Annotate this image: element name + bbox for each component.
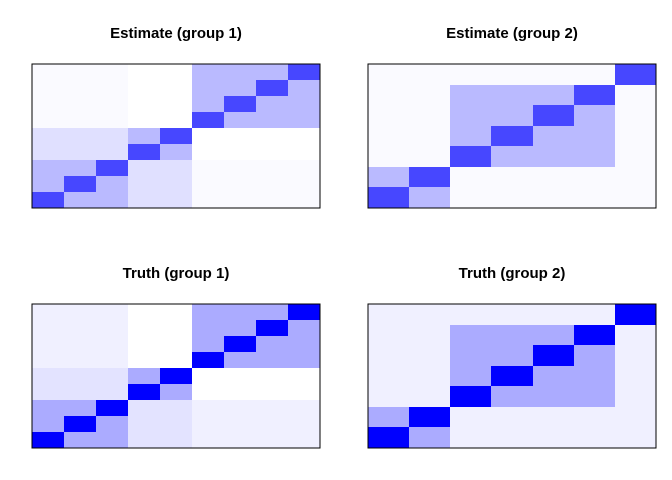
- panel-estimate-group-1: Estimate (group 1): [31, 25, 321, 209]
- plot-frame: [31, 303, 321, 449]
- heatmap-block: [128, 400, 192, 448]
- heatmap-block: [32, 64, 128, 128]
- heatmap-block: [32, 368, 128, 400]
- heatmap-diagonal-cell: [574, 85, 615, 105]
- panel-title-estimate-group-2: Estimate (group 2): [446, 25, 578, 42]
- heatmap-diagonal-cell: [491, 126, 533, 146]
- heatmap-block: [32, 304, 128, 368]
- heatmap-diagonal-cell: [491, 366, 533, 386]
- heatmap-diagonal-cell: [533, 345, 574, 366]
- heatmap-block: [192, 400, 320, 448]
- heatmap-block: [192, 128, 320, 160]
- heatmap-diagonal-cell: [224, 336, 256, 352]
- heatmap-diagonal-cell: [288, 304, 320, 320]
- heatmap-diagonal-cell: [160, 128, 192, 144]
- heatmap-truth-group-1: [32, 304, 320, 448]
- heatmap-diagonal-cell: [256, 320, 288, 336]
- heatmap-diagonal-cell: [96, 400, 128, 416]
- plot-frame: [367, 303, 657, 449]
- plot-frame: [367, 63, 657, 209]
- plot-frame: [31, 63, 321, 209]
- heatmap-block: [450, 64, 615, 85]
- heatmap-diagonal-cell: [64, 416, 96, 432]
- heatmap-diagonal-cell: [368, 187, 409, 208]
- heatmap-diagonal-cell: [288, 64, 320, 80]
- heatmap-diagonal-cell: [32, 192, 64, 208]
- heatmap-block: [32, 128, 128, 160]
- heatmap-block: [368, 64, 450, 85]
- heatmap-block: [128, 64, 192, 128]
- heatmap-block: [192, 160, 320, 208]
- heatmap-block: [368, 304, 450, 325]
- heatmap-diagonal-cell: [409, 407, 450, 427]
- panel-truth-group-2: Truth (group 2): [367, 265, 657, 449]
- heatmap-diagonal-cell: [128, 144, 160, 160]
- heatmap-diagonal-cell: [615, 304, 656, 325]
- panel-estimate-group-2: Estimate (group 2): [367, 25, 657, 209]
- heatmap-block: [615, 167, 656, 208]
- heatmap-diagonal-cell: [128, 384, 160, 400]
- heatmap-diagonal-cell: [615, 64, 656, 85]
- heatmap-diagonal-cell: [450, 146, 491, 167]
- heatmap-diagonal-cell: [574, 325, 615, 345]
- heatmap-block: [450, 304, 615, 325]
- heatmap-diagonal-cell: [96, 160, 128, 176]
- heatmap-diagonal-cell: [64, 176, 96, 192]
- heatmap-block: [128, 304, 192, 368]
- heatmap-diagonal-cell: [533, 105, 574, 126]
- heatmap-block: [368, 85, 450, 167]
- heatmap-diagonal-cell: [160, 368, 192, 384]
- heatmap-estimate-group-1: [32, 64, 320, 208]
- panel-title-estimate-group-1: Estimate (group 1): [110, 25, 242, 42]
- heatmap-diagonal-cell: [256, 80, 288, 96]
- panel-truth-group-1: Truth (group 1): [31, 265, 321, 449]
- heatmap-block: [615, 407, 656, 448]
- heatmap-diagonal-cell: [224, 96, 256, 112]
- heatmap-block: [450, 407, 615, 448]
- heatmap-diagonal-cell: [192, 112, 224, 128]
- heatmap-block: [192, 368, 320, 400]
- heatmap-diagonal-cell: [368, 427, 409, 448]
- panel-title-truth-group-1: Truth (group 1): [123, 265, 230, 282]
- heatmap-block: [368, 325, 450, 407]
- heatmap-diagonal-cell: [32, 432, 64, 448]
- heatmap-block: [128, 160, 192, 208]
- heatmap-block: [450, 167, 615, 208]
- heatmap-block: [615, 85, 656, 167]
- heatmap-estimate-group-2: [368, 64, 656, 208]
- heatmap-truth-group-2: [368, 304, 656, 448]
- panel-title-truth-group-2: Truth (group 2): [459, 265, 566, 282]
- heatmap-diagonal-cell: [192, 352, 224, 368]
- heatmap-block: [615, 325, 656, 407]
- heatmap-diagonal-cell: [450, 386, 491, 407]
- heatmap-diagonal-cell: [409, 167, 450, 187]
